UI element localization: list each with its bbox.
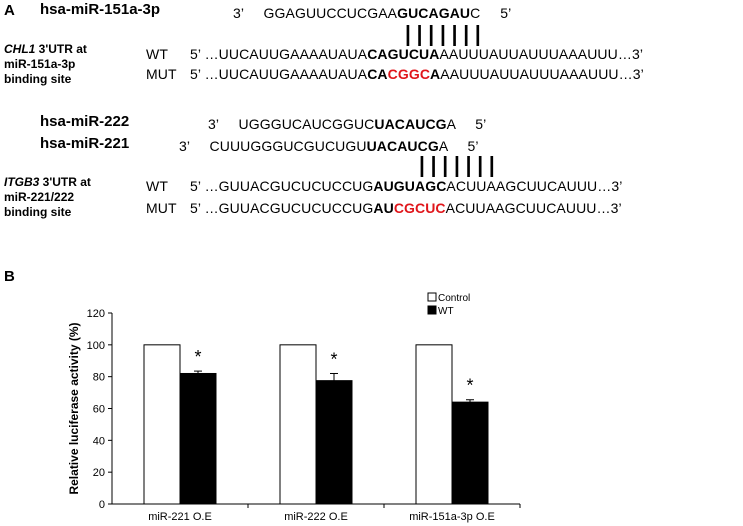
wt-label-itgb3: WT [146, 178, 168, 194]
mut-site-a: CA [367, 66, 388, 82]
wt-prefix: 5’ …GUUACGUCUCUCCUG [190, 178, 374, 194]
legend-label: WT [438, 306, 454, 317]
seq-post: C [470, 5, 481, 21]
mut-prefix: 5’ …GUUACGUCUCUCCUG [190, 200, 374, 216]
gene-label-line2: miR-151a-3p [4, 57, 76, 71]
mut-suffix: ACUUAAGCUUCAUUU…3’ [445, 200, 622, 216]
bar-wt [315, 380, 353, 505]
wt-suffix: ACUUAAGCUUCAUUU…3’ [446, 178, 623, 194]
seed-region: UACAUCG [366, 138, 439, 154]
y-tick-label: 80 [93, 372, 105, 384]
seq-end3: 3’ [208, 116, 219, 132]
seq-end5: 5’ [467, 138, 479, 154]
gene-name-chl1: CHL1 [4, 42, 36, 56]
seq-end3: 3’ [233, 5, 244, 21]
y-axis-title: Relative luciferase activity (%) [67, 322, 81, 494]
seq-pre: UGGGUCAUCGGUC [238, 116, 375, 132]
gene-label-line3: binding site [4, 72, 72, 86]
panel-a-label: A [4, 2, 15, 19]
bar-control [415, 344, 453, 505]
bar-control [143, 344, 181, 505]
y-tick-label: 20 [93, 467, 105, 479]
bar-control [279, 344, 317, 505]
wt-binding-site: AUGUAGC [373, 178, 447, 194]
mirna-seq-221: 3’ CUUUGGGUCGUCUGUUACAUCGA 5’ [179, 138, 479, 154]
mut-suffix: AAUUUAUUAUUUAAAUUU…3’ [440, 66, 644, 82]
mut-site-a: AU [373, 200, 394, 216]
mutated-bases: CGGC [387, 66, 431, 82]
wt-sequence-chl1: 5’ …UUCAUUGAAAAUAUACAGUCUAAAUUUAUUAUUUAA… [190, 46, 643, 62]
x-tick-label: miR-151a-3p O.E [409, 511, 495, 523]
seq-pre: CUUUGGGUCGUCUGU [209, 138, 367, 154]
gene-label-rest: 3'UTR at [39, 175, 91, 189]
bar-wt [179, 372, 217, 505]
wt-prefix: 5’ …UUCAUUGAAAAUAUA [190, 46, 368, 62]
mirna-name-222: hsa-miR-222 [40, 113, 130, 130]
wt-suffix: AAUUUAUUAUUUAAAUUU…3’ [439, 46, 644, 62]
seq-end5: 5’ [475, 116, 487, 132]
mirna-seq-222: 3’ UGGGUCAUCGGUCUACAUCGA 5’ [208, 116, 486, 132]
mutated-bases: CGCUC [393, 200, 446, 216]
mut-label-chl1: MUT [146, 66, 177, 82]
x-tick-label: miR-221 O.E [148, 511, 212, 523]
mirna-name-221: hsa-miR-221 [40, 135, 130, 152]
gene-name-itgb3: ITGB3 [4, 175, 40, 189]
mut-prefix: 5’ …UUCAUUGAAAAUAUA [190, 66, 368, 82]
seed-region: UACAUCG [374, 116, 447, 132]
y-tick-label: 60 [93, 404, 105, 416]
gene-label-itgb3: ITGB3 3'UTR at miR-221/222 binding site [4, 175, 91, 220]
seq-end3: 3’ [179, 138, 190, 154]
y-tick-label: 100 [87, 340, 105, 352]
gene-label-line3: binding site [4, 205, 72, 219]
seq-pre: GGAGUUCCUCGAA [263, 5, 398, 21]
mut-sequence-itgb3: 5’ …GUUACGUCUCUCCUGAUCGCUCACUUAAGCUUCAUU… [190, 200, 622, 216]
y-tick-label: 40 [93, 435, 105, 447]
legend-label: Control [438, 293, 470, 304]
legend-swatch [427, 305, 437, 315]
wt-sequence-itgb3: 5’ …GUUACGUCUCUCCUGAUGUAGCACUUAAGCUUCAUU… [190, 178, 622, 194]
significance-star: * [194, 347, 201, 367]
seq-end5: 5’ [500, 5, 512, 21]
seed-region: GUCAGAU [397, 5, 471, 21]
y-tick-label: 120 [87, 308, 105, 320]
y-tick-label: 0 [99, 499, 105, 511]
gene-label-line2: miR-221/222 [4, 190, 75, 204]
gene-label-rest: 3'UTR at [35, 42, 87, 56]
gene-label-chl1: CHL1 3'UTR at miR-151a-3p binding site [4, 42, 87, 87]
mut-sequence-chl1: 5’ …UUCAUUGAAAAUAUACACGGCAAAUUUAUUAUUUAA… [190, 66, 644, 82]
legend-swatch [427, 292, 437, 302]
base-pairing-lines-151a: | | | | | | | [405, 21, 481, 46]
base-pairing-lines-221-222: | | | | | | | [419, 152, 495, 177]
wt-binding-site: CAGUCUA [367, 46, 440, 62]
wt-label-chl1: WT [146, 46, 168, 62]
mut-label-itgb3: MUT [146, 200, 177, 216]
significance-star: * [466, 376, 473, 396]
mirna-seq-151a: 3’ GGAGUUCCUCGAAGUCAGAUC 5’ [233, 5, 511, 21]
seq-post: A [438, 138, 448, 154]
seq-post: A [446, 116, 456, 132]
significance-star: * [330, 349, 337, 369]
mirna-name-151a: hsa-miR-151a-3p [40, 1, 161, 18]
mut-site-b: A [430, 66, 441, 82]
panel-b-label: B [4, 268, 15, 285]
bar-wt [451, 401, 489, 505]
x-tick-label: miR-222 O.E [284, 511, 348, 523]
